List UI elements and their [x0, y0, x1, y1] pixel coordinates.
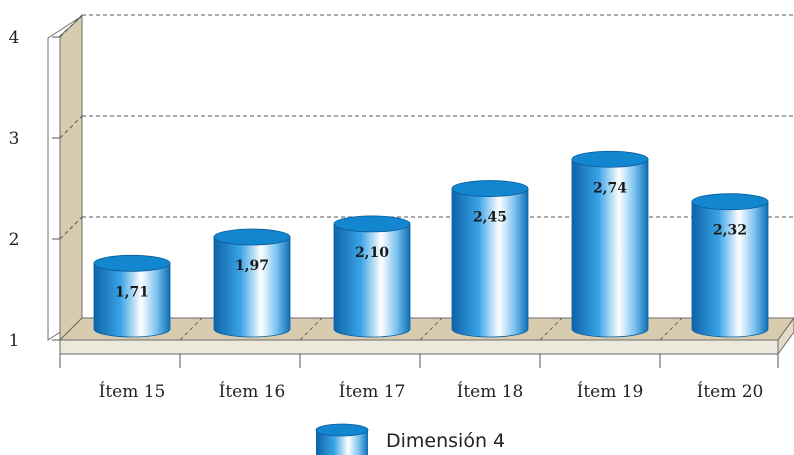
- bar-top: [691, 193, 769, 211]
- x-tick-label: Ítem 17: [339, 381, 406, 402]
- data-label: 2,32: [713, 223, 747, 239]
- x-tick-label: Ítem 16: [219, 381, 286, 402]
- y-tick-label: 3: [9, 129, 20, 149]
- floor-divider: [659, 317, 683, 341]
- x-tick-label: Ítem 15: [99, 381, 166, 402]
- floor-divider: [419, 317, 443, 341]
- legend-swatch-top: [315, 423, 369, 437]
- left-wall: [59, 14, 83, 342]
- data-label: 2,74: [593, 180, 627, 196]
- bar-top: [213, 228, 291, 246]
- bar-top: [333, 215, 411, 233]
- bar: [571, 150, 649, 338]
- bar-top: [571, 150, 649, 168]
- y-tick-label: 4: [9, 28, 20, 48]
- floor-divider: [299, 317, 323, 341]
- gridline-diagonal: [59, 216, 83, 240]
- y-tick-label: 1: [9, 331, 20, 351]
- data-label: 2,45: [473, 210, 507, 226]
- bar-body: [571, 158, 649, 338]
- y-tick-label: 2: [9, 230, 20, 250]
- data-label: 1,97: [235, 258, 269, 274]
- bar: [451, 180, 529, 338]
- legend: Dimensión 4: [315, 423, 505, 455]
- bar-body: [93, 262, 171, 338]
- bar: [333, 215, 411, 338]
- data-label: 1,71: [115, 284, 149, 300]
- floor-front: [59, 339, 779, 355]
- gridline-diagonal: [59, 14, 83, 38]
- bar: [213, 228, 291, 338]
- bar-body: [451, 188, 529, 338]
- bar-body: [333, 223, 411, 338]
- bar: [691, 193, 769, 338]
- bar-top: [451, 180, 529, 197]
- legend-label: Dimensión 4: [386, 430, 505, 452]
- floor-side: [777, 317, 794, 356]
- x-tick-label: Ítem 19: [577, 381, 644, 402]
- bar: [93, 254, 171, 338]
- bar-body: [213, 236, 291, 338]
- x-tick-label: Ítem 18: [457, 381, 524, 402]
- bar-top: [93, 254, 171, 272]
- bar-body: [691, 201, 769, 338]
- gridline-diagonal: [59, 115, 83, 139]
- floor-divider: [179, 317, 203, 341]
- floor-divider: [539, 317, 563, 341]
- data-label: 2,10: [355, 245, 389, 261]
- x-tick-label: Ítem 20: [697, 381, 764, 402]
